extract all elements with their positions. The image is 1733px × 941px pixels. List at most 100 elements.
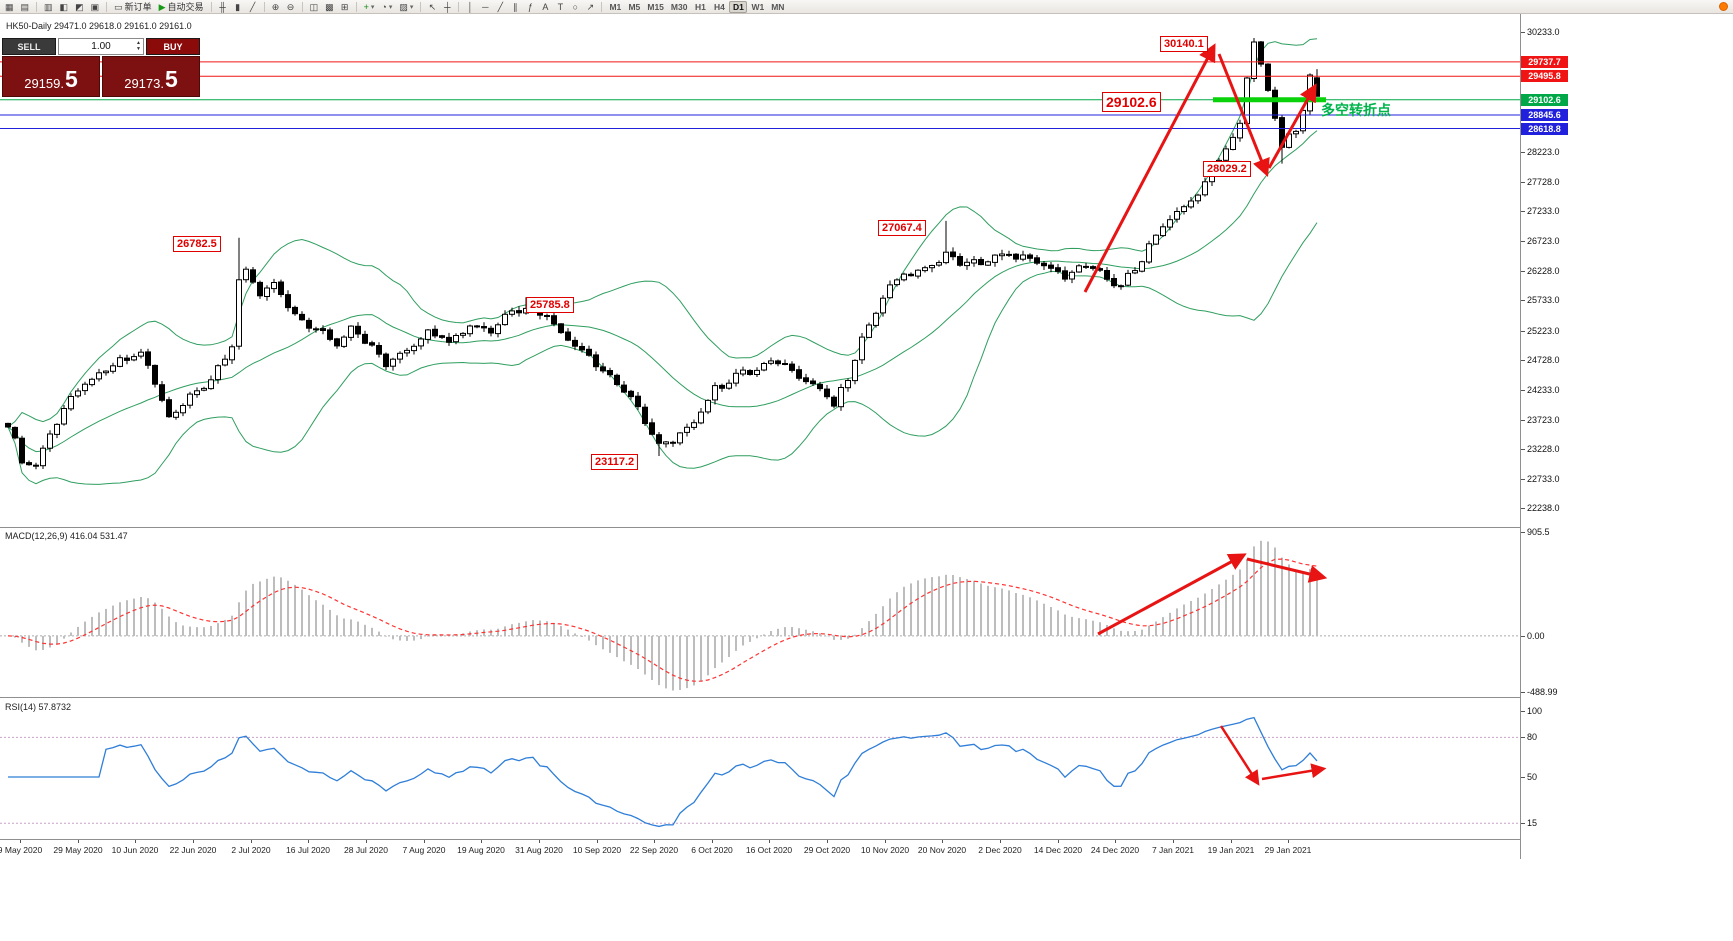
price-level-badge: 29102.6 (1521, 94, 1568, 106)
macd-label: MACD(12,26,9) 416.04 531.47 (5, 531, 128, 541)
data-window-button[interactable]: ◧ (57, 1, 72, 13)
shapes-button[interactable]: ○ (568, 1, 582, 13)
date-label: 28 Jul 2020 (344, 845, 388, 855)
pane-separator[interactable] (0, 527, 1566, 528)
date-label: 22 Sep 2020 (629, 845, 679, 855)
date-label: 2 Jul 2020 (231, 845, 271, 855)
date-label: 14 Dec 2020 (1033, 845, 1083, 855)
time-axis[interactable]: 9 May 2020 29 May 2020 10 Jun 2020 22 Jun 2… (0, 840, 1520, 858)
axis-tick (1521, 152, 1525, 154)
new-chart-button[interactable]: ▦ (2, 1, 17, 13)
sell-price-main: 29159. (24, 75, 64, 91)
channel-button[interactable]: ∥ (508, 1, 522, 13)
timeframe-h1-button[interactable]: H1 (695, 1, 706, 12)
date-label: 29 Oct 2020 (803, 845, 851, 855)
price-axis[interactable]: 30233.0 28223.0 27728.0 27233.0 26723.0 26228… (1520, 14, 1590, 859)
axis-label: 22733.0 (1527, 473, 1560, 484)
volume-spinner[interactable]: ▲ ▼ (136, 40, 141, 52)
text-button[interactable]: A (538, 1, 552, 13)
pane-separator[interactable] (0, 697, 1566, 698)
notification-icon[interactable] (1719, 2, 1728, 11)
rsi-indicator-pane[interactable]: RSI(14) 57.8732 (0, 699, 1520, 839)
time-tick (424, 840, 425, 843)
time-tick (366, 840, 367, 843)
timeframe-h4-button[interactable]: H4 (714, 1, 725, 12)
price-annotation[interactable]: 30140.1 (1160, 36, 1208, 53)
crosshair-button[interactable]: ┼ (440, 1, 454, 13)
candlestick-chart-button[interactable]: ▮ (231, 1, 245, 13)
sell-button[interactable]: SELL (2, 38, 56, 55)
volume-value: 1.00 (91, 41, 111, 52)
price-chart-pane[interactable]: HK50-Daily 29471.0 29618.0 29161.0 29161… (0, 14, 1520, 527)
bar-chart-button[interactable]: ╫ (216, 1, 230, 13)
line-chart-button[interactable]: ╱ (246, 1, 260, 13)
buy-price-box[interactable]: 29173. 5 (102, 56, 200, 97)
timeframe-m5-button[interactable]: M5 (628, 1, 641, 12)
spin-up-icon[interactable]: ▲ (136, 40, 141, 46)
vertical-line-button[interactable]: │ (463, 1, 477, 13)
fibonacci-button[interactable]: ƒ (523, 1, 537, 13)
timeframe-w1-button[interactable]: W1 (751, 1, 765, 12)
new-order-icon: ▭ (114, 1, 123, 12)
terminal-icon: ▣ (90, 1, 100, 12)
price-annotation[interactable]: 28029.2 (1203, 161, 1251, 178)
sell-price-pips: 5 (64, 66, 78, 93)
toolbar-separator (355, 1, 357, 12)
timeframe-m15-button[interactable]: M15 (647, 1, 664, 12)
autotrade-label: 自动交易 (167, 2, 204, 12)
text-label-button[interactable]: T (553, 1, 567, 13)
timeframe-mn-button[interactable]: MN (771, 1, 785, 12)
toolbar-separator (263, 1, 265, 12)
time-tick (885, 840, 886, 843)
sell-price-box[interactable]: 29159. 5 (2, 56, 100, 97)
spin-down-icon[interactable]: ▼ (136, 46, 141, 52)
timeframe-m1-button[interactable]: M1 (609, 1, 622, 12)
axis-label: 100 (1527, 706, 1543, 716)
macd-indicator-pane[interactable]: MACD(12,26,9) 416.04 531.47 (0, 528, 1520, 696)
buy-button[interactable]: BUY (146, 38, 200, 55)
price-annotation[interactable]: 25785.8 (526, 297, 574, 314)
market-watch-button[interactable]: ▥ (41, 1, 56, 13)
time-axis-separator (0, 839, 1566, 840)
time-tick (1173, 840, 1174, 843)
horizontal-line-button[interactable]: ─ (478, 1, 492, 13)
channel-icon: ∥ (513, 1, 518, 12)
new-order-button[interactable]: ▭ 新订单 (111, 1, 155, 13)
profiles-button[interactable]: ▤ (18, 1, 33, 13)
toolbar-separator (210, 1, 212, 12)
axis-tick (1521, 532, 1525, 533)
cascade-windows-button[interactable]: ▩ (322, 1, 337, 13)
trendline-button[interactable]: ╱ (493, 1, 507, 13)
templates-button[interactable]: ▨ ▾ (396, 1, 416, 13)
axis-label: 24233.0 (1527, 384, 1560, 395)
tile-windows-button[interactable]: ◫ (307, 1, 322, 13)
date-label: 7 Jan 2021 (1151, 845, 1195, 855)
axis-label: 28223.0 (1527, 147, 1560, 158)
navigator-button[interactable]: ◩ (72, 1, 87, 13)
pivot-note-label[interactable]: 多空转折点 (1321, 102, 1391, 118)
time-tick (942, 840, 943, 843)
zoom-out-button[interactable]: ⊖ (284, 1, 298, 13)
cursor-button[interactable]: ↖ (425, 1, 439, 13)
date-label: 19 Aug 2020 (457, 845, 505, 855)
arrange-windows-button[interactable]: ⊞ (338, 1, 352, 13)
arrange-windows-icon: ⊞ (340, 1, 349, 12)
periods-button[interactable]: ◔ ▾ (378, 1, 395, 13)
axis-tick (1521, 508, 1525, 510)
price-annotation[interactable]: 26782.5 (173, 236, 221, 253)
terminal-button[interactable]: ▣ (88, 1, 103, 13)
volume-input[interactable]: 1.00 ▲ ▼ (58, 38, 144, 55)
price-annotation[interactable]: 23117.2 (591, 454, 639, 471)
indicators-button[interactable]: + ▾ (361, 1, 378, 13)
autotrade-button[interactable]: ▶ 自动交易 (156, 1, 207, 13)
arrow-tool-button[interactable]: ↗ (583, 1, 597, 13)
price-annotation[interactable]: 29102.6 (1102, 92, 1161, 113)
zoom-in-button[interactable]: ⊕ (269, 1, 283, 13)
price-annotation[interactable]: 27067.4 (878, 220, 926, 237)
timeframe-m30-button[interactable]: M30 (670, 1, 688, 12)
time-tick (20, 840, 21, 843)
axis-tick (1521, 478, 1525, 480)
timeframe-d1-button[interactable]: D1 (729, 0, 748, 13)
axis-label: 27728.0 (1527, 176, 1560, 187)
axis-label: 25223.0 (1527, 325, 1560, 336)
